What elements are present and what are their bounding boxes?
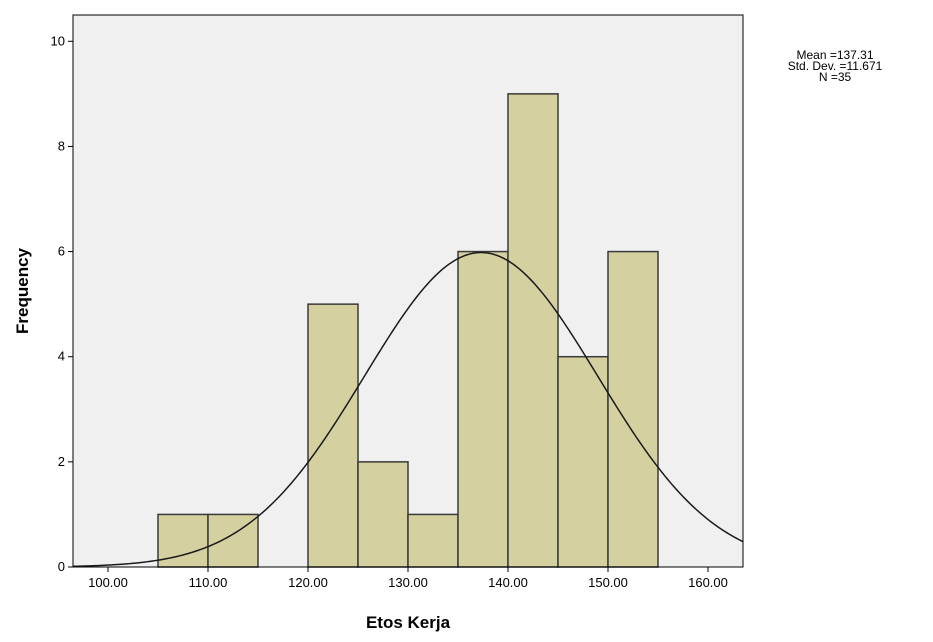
x-tick-label: 150.00 <box>588 575 628 590</box>
y-tick-label: 4 <box>58 349 65 364</box>
bars-group <box>157 93 659 568</box>
x-axis: 100.00 110.00 120.00 130.00 140.00 150.00 160.… <box>88 567 728 590</box>
histogram-bar <box>507 93 559 568</box>
histogram-bar <box>607 250 659 568</box>
y-tick-label: 10 <box>51 33 65 48</box>
x-axis-title: Etos Kerja <box>366 613 451 632</box>
y-axis-title: Frequency <box>13 247 32 334</box>
x-tick-label: 110.00 <box>189 575 228 590</box>
normal-curve <box>72 251 744 568</box>
stats-mean: Mean =137.31 <box>796 48 874 62</box>
y-tick-label: 8 <box>58 138 65 153</box>
histogram-bar <box>407 513 459 568</box>
x-tick-label: 130.00 <box>388 575 428 590</box>
y-tick-label: 6 <box>58 244 65 259</box>
x-tick-label: 160.00 <box>688 575 728 590</box>
x-tick-label: 100.00 <box>88 575 128 590</box>
y-tick-label: 2 <box>58 454 65 469</box>
histogram-bar <box>357 461 409 568</box>
y-tick-label: 0 <box>58 559 65 574</box>
stats-box: Mean =137.31 Std. Dev. =11.671 N =35 <box>770 48 900 84</box>
histogram-bar <box>457 250 509 568</box>
y-axis: 0 2 4 6 8 10 <box>51 33 73 574</box>
stats-n: N =35 <box>818 70 852 84</box>
x-tick-label: 140.00 <box>488 575 528 590</box>
histogram-bar <box>307 303 359 568</box>
x-tick-label: 120.00 <box>288 575 328 590</box>
stats-std-dev: Std. Dev. =11.671 <box>787 59 883 73</box>
histogram-bar <box>557 355 609 568</box>
